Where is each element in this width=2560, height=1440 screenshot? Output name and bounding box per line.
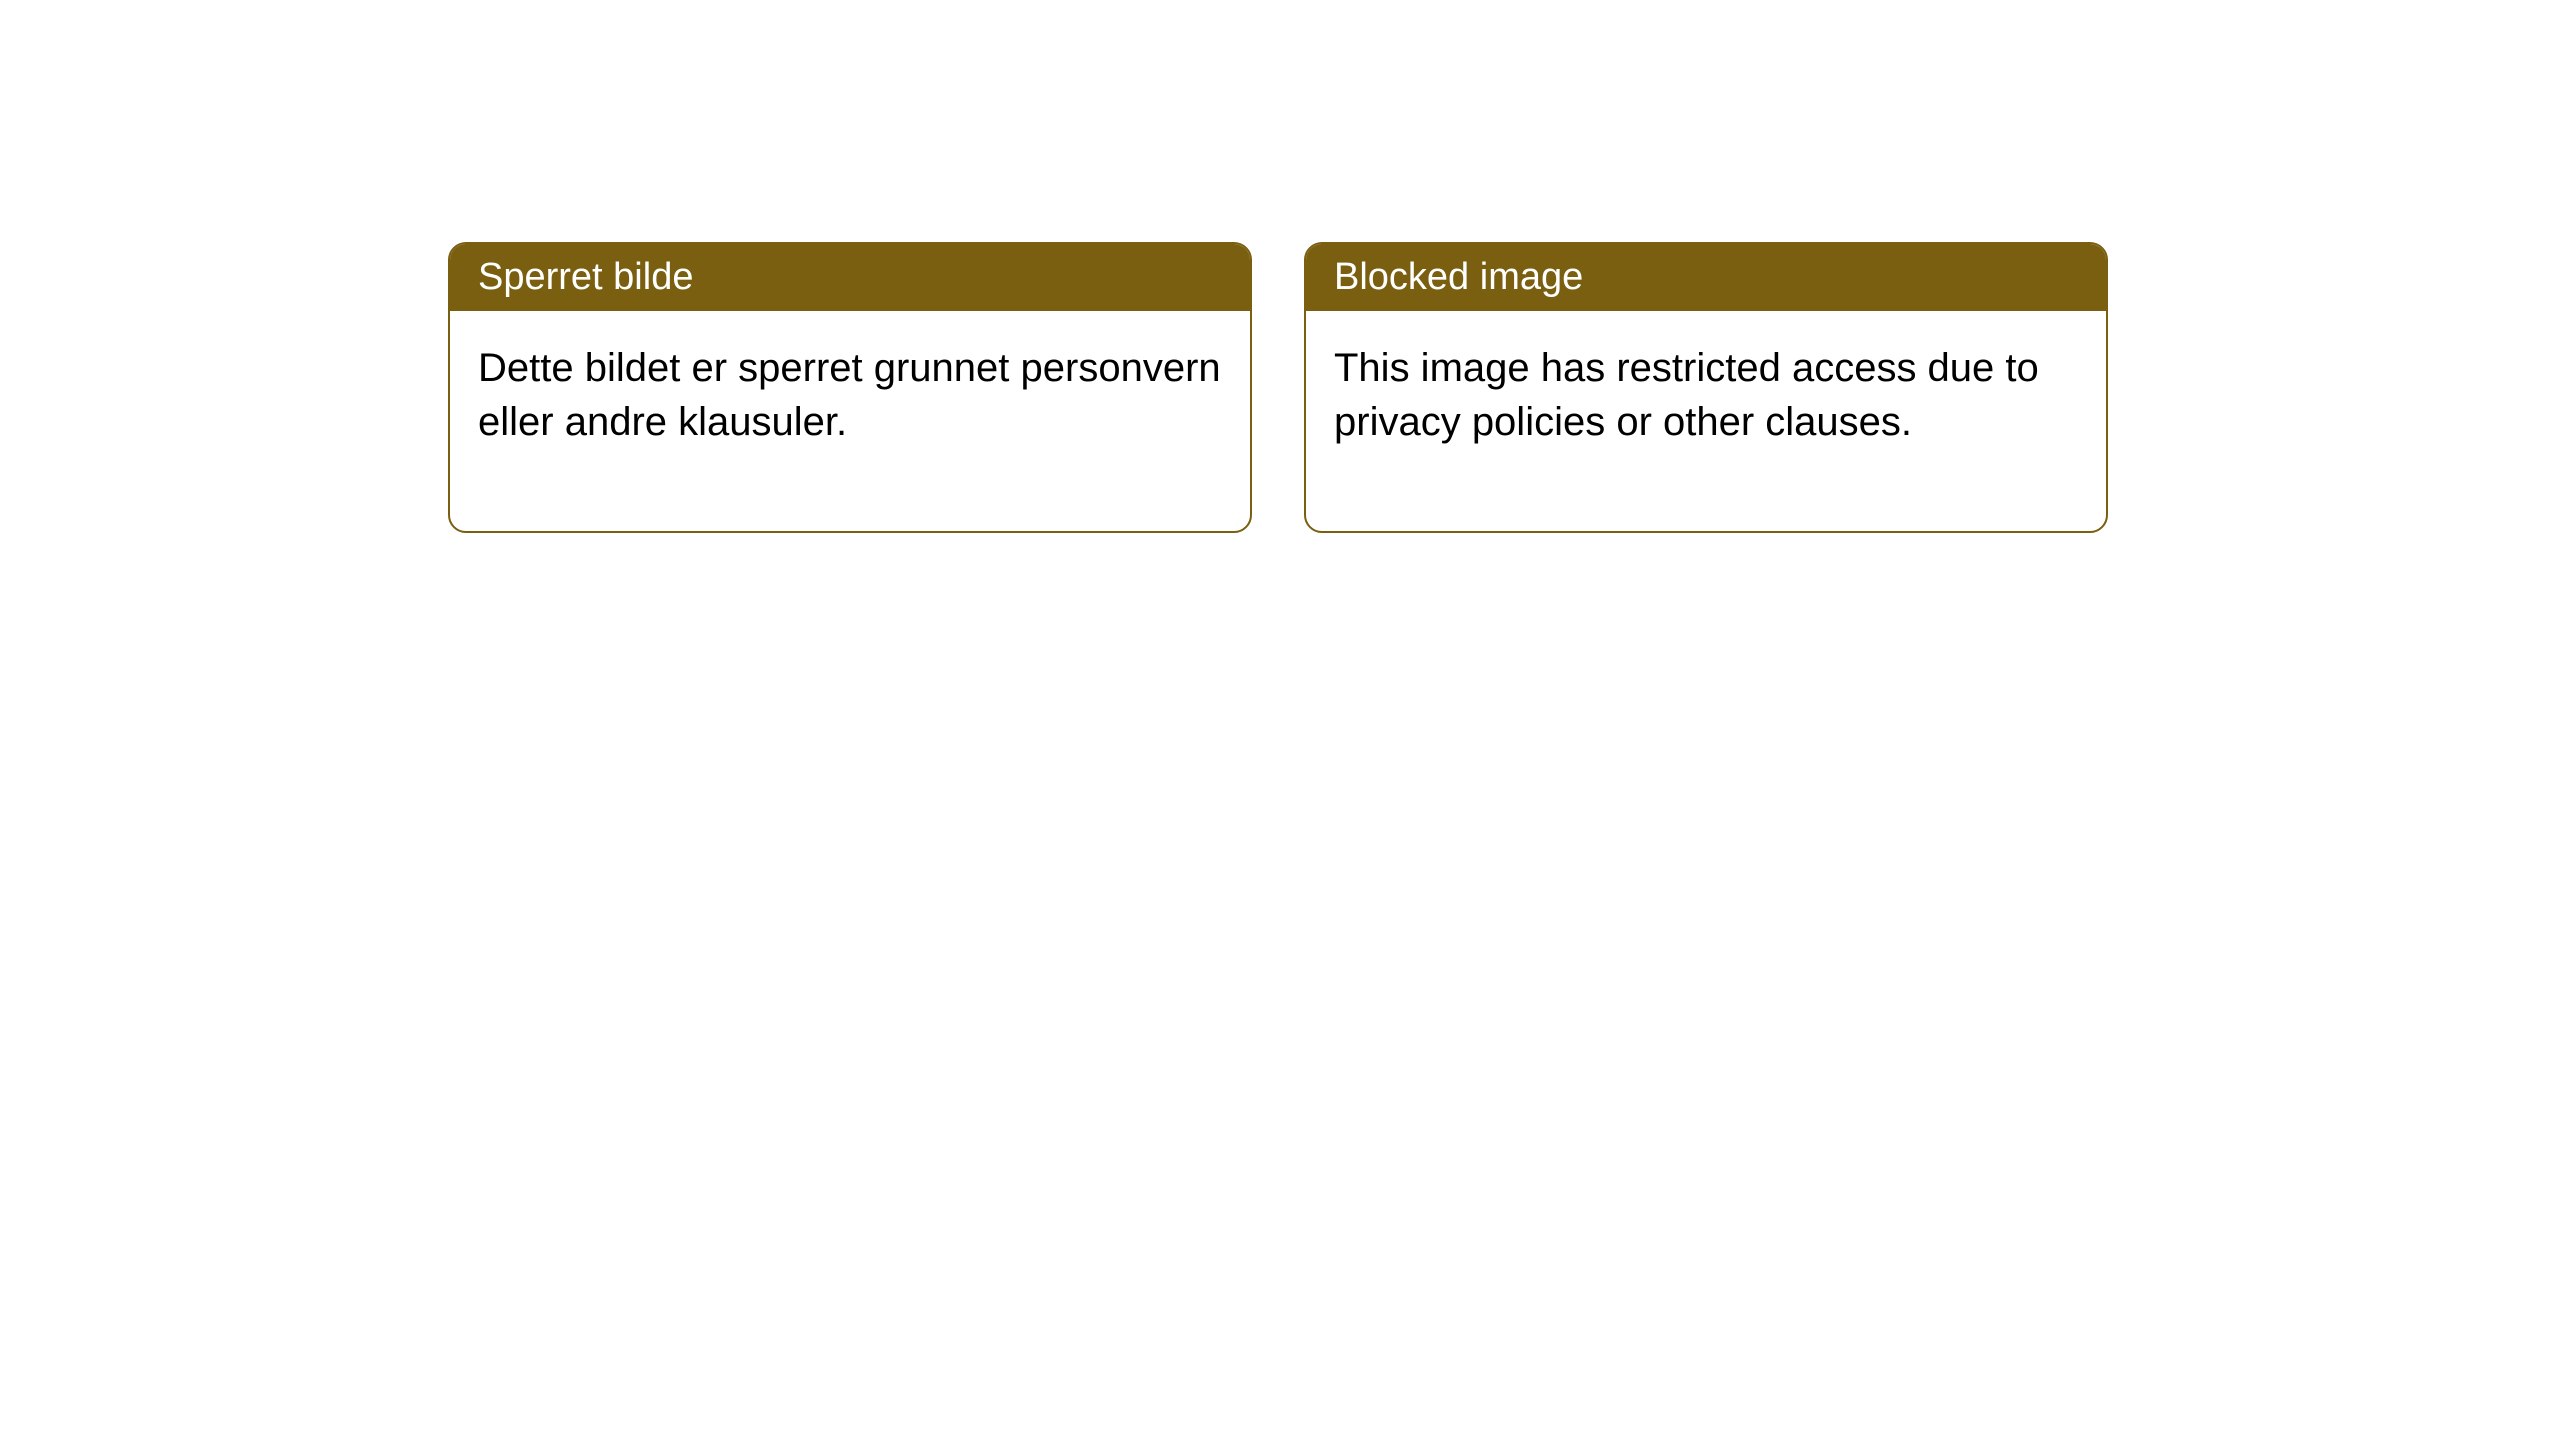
notice-title: Sperret bilde	[478, 256, 693, 298]
notice-container: Sperret bilde Dette bildet er sperret gr…	[448, 242, 2108, 533]
notice-body: This image has restricted access due to …	[1306, 311, 2106, 531]
notice-header: Blocked image	[1306, 244, 2106, 311]
notice-text: Dette bildet er sperret grunnet personve…	[478, 346, 1221, 444]
notice-header: Sperret bilde	[450, 244, 1250, 311]
notice-card-english: Blocked image This image has restricted …	[1304, 242, 2108, 533]
notice-text: This image has restricted access due to …	[1334, 346, 2039, 444]
notice-title: Blocked image	[1334, 256, 1583, 298]
notice-card-norwegian: Sperret bilde Dette bildet er sperret gr…	[448, 242, 1252, 533]
notice-body: Dette bildet er sperret grunnet personve…	[450, 311, 1250, 531]
